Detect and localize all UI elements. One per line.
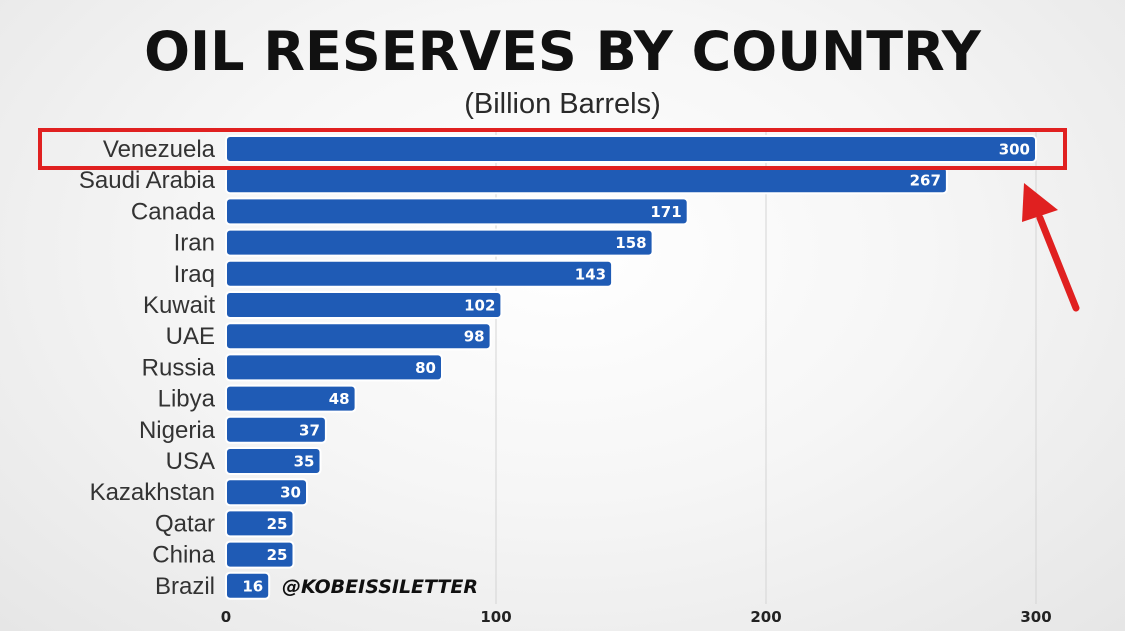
arrow-shaft xyxy=(1036,214,1080,312)
bar-china xyxy=(225,540,295,569)
category-label-brazil: Brazil xyxy=(155,573,215,600)
value-label-qatar: 25 xyxy=(267,515,288,533)
category-label-qatar: Qatar xyxy=(155,510,215,537)
category-label-venezuela: Venezuela xyxy=(103,136,216,163)
bar-usa xyxy=(225,447,322,475)
value-label-china: 25 xyxy=(267,546,288,564)
value-label-brazil: 16 xyxy=(242,577,263,595)
bar-uae xyxy=(225,322,492,351)
bar-saudi-arabia xyxy=(225,166,948,195)
value-label-russia: 80 xyxy=(415,359,436,377)
bar-qatar xyxy=(225,509,295,538)
value-label-iran: 158 xyxy=(615,234,646,252)
value-label-iraq: 143 xyxy=(575,265,606,283)
chart-subtitle: (Billion Barrels) xyxy=(464,88,661,120)
value-label-saudi-arabia: 267 xyxy=(910,172,941,190)
highlight-box xyxy=(38,128,1067,170)
value-label-kuwait: 102 xyxy=(464,297,495,315)
bar-nigeria xyxy=(225,415,327,444)
x-tick-label-100: 100 xyxy=(480,608,511,626)
category-label-iran: Iran xyxy=(174,230,215,257)
value-label-uae: 98 xyxy=(464,328,485,346)
bar-russia xyxy=(225,353,443,382)
category-label-china: China xyxy=(152,542,215,569)
value-label-venezuela: 300 xyxy=(999,141,1030,159)
bar-kazakhstan xyxy=(225,478,308,507)
value-label-canada: 171 xyxy=(650,203,681,221)
category-label-iraq: Iraq xyxy=(174,261,215,288)
category-label-saudi-arabia: Saudi Arabia xyxy=(79,167,216,194)
bar-brazil xyxy=(225,571,271,600)
value-label-usa: 35 xyxy=(294,453,315,471)
bar-iran xyxy=(225,228,654,257)
value-label-libya: 48 xyxy=(329,390,350,408)
category-label-uae: UAE xyxy=(166,323,215,350)
x-tick-label-300: 300 xyxy=(1020,608,1051,626)
value-label-nigeria: 37 xyxy=(299,421,320,439)
category-label-kazakhstan: Kazakhstan xyxy=(90,479,215,506)
x-tick-label-0: 0 xyxy=(221,608,231,626)
bar-venezuela xyxy=(225,135,1037,163)
bar-canada xyxy=(225,197,689,226)
category-label-libya: Libya xyxy=(158,386,216,413)
bar-kuwait xyxy=(225,291,503,319)
red-arrow-icon xyxy=(1022,183,1058,222)
chart-title: OIL RESERVES BY COUNTRY xyxy=(144,20,981,83)
category-label-nigeria: Nigeria xyxy=(139,417,216,444)
value-label-kazakhstan: 30 xyxy=(280,484,301,502)
category-label-russia: Russia xyxy=(142,354,216,381)
x-tick-label-200: 200 xyxy=(750,608,781,626)
watermark-text: @KOBEISSILETTER xyxy=(282,576,478,598)
bar-iraq xyxy=(225,259,614,288)
category-label-usa: USA xyxy=(166,448,215,475)
bar-libya xyxy=(225,384,357,413)
category-label-canada: Canada xyxy=(131,198,216,225)
category-label-kuwait: Kuwait xyxy=(143,292,215,319)
